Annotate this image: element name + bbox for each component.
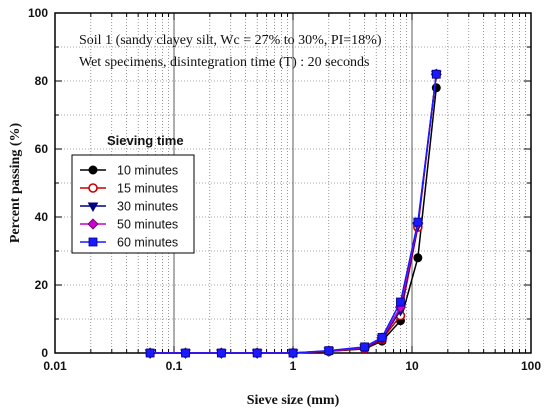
- legend-label: 50 minutes: [117, 218, 178, 232]
- y-tick-label: 0: [41, 346, 48, 360]
- y-tick-label: 100: [28, 6, 48, 20]
- data-point: [431, 83, 441, 93]
- legend-marker: [88, 183, 98, 193]
- data-point: [377, 332, 387, 342]
- data-point: [413, 253, 423, 263]
- axis-ticks: 0.01 0.1 1 10 100 0 20 40 60 80 100: [28, 6, 541, 373]
- legend-title: Sieving time: [107, 133, 184, 148]
- x-tick-label: 10: [405, 359, 419, 373]
- data-point: [413, 217, 423, 227]
- annotation-line-1: Soil 1 (sandy clayey silt, Wc = 27% to 3…: [79, 33, 382, 48]
- y-tick-label: 80: [35, 74, 49, 88]
- annotation-line-2: Wet specimens, disintegration time (T) :…: [79, 55, 369, 70]
- series-layer: [144, 68, 442, 360]
- legend-item: 30 minutes: [80, 200, 178, 214]
- legend-marker: [88, 237, 98, 247]
- data-point: [360, 342, 370, 352]
- legend-marker: [87, 218, 99, 230]
- legend-item: 50 minutes: [80, 218, 178, 232]
- series-5: [145, 69, 441, 358]
- y-tick-label: 60: [35, 142, 49, 156]
- data-point: [145, 348, 155, 358]
- legend-marker: [88, 165, 98, 175]
- grid-lines: [55, 13, 531, 353]
- x-tick-label: 1: [290, 359, 297, 373]
- legend-label: 10 minutes: [117, 164, 178, 178]
- data-point: [431, 69, 441, 79]
- x-tick-label: 0.1: [166, 359, 183, 373]
- data-point: [252, 348, 262, 358]
- data-point: [288, 348, 298, 358]
- data-point: [324, 346, 334, 356]
- data-point: [396, 297, 405, 307]
- legend-label: 15 minutes: [117, 182, 178, 196]
- legend-label: 60 minutes: [117, 236, 178, 250]
- y-tick-label: 20: [35, 278, 49, 292]
- x-tick-label: 0.01: [43, 359, 67, 373]
- legend-label: 30 minutes: [117, 200, 178, 214]
- legend: Sieving time 10 minutes 15 minutes 30 minu…: [71, 133, 195, 254]
- y-tick-label: 40: [35, 210, 49, 224]
- legend-item: 60 minutes: [80, 236, 178, 250]
- x-tick-label: 100: [521, 359, 541, 373]
- data-point: [181, 348, 190, 358]
- y-axis-title: Percent passing (%): [8, 123, 23, 244]
- data-point: [216, 348, 226, 358]
- legend-item: 10 minutes: [80, 164, 178, 178]
- legend-marker: [87, 202, 99, 213]
- legend-item: 15 minutes: [80, 182, 178, 196]
- x-axis-title: Sieve size (mm): [247, 393, 340, 408]
